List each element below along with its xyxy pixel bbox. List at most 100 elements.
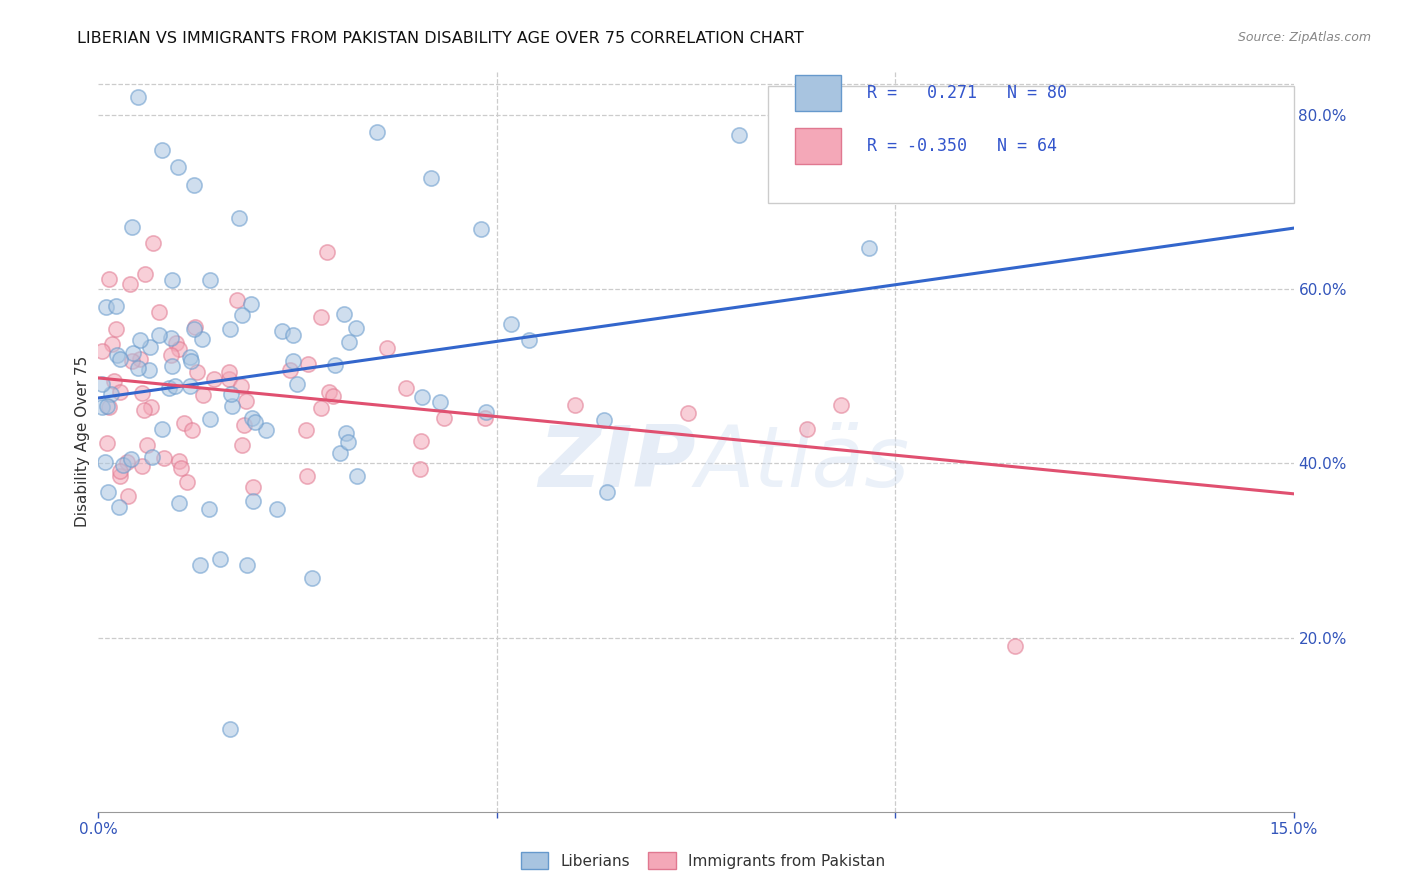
Point — [191, 332, 214, 346]
Point — [315, 245, 337, 260]
Point — [186, 365, 208, 379]
Point — [218, 322, 240, 336]
Text: R = -0.350   N = 64: R = -0.350 N = 64 — [868, 137, 1057, 155]
Point — [593, 413, 616, 427]
Point — [112, 458, 135, 472]
Point — [176, 475, 198, 489]
Point — [231, 379, 253, 393]
Point — [165, 379, 187, 393]
Point — [242, 493, 264, 508]
Point — [236, 558, 259, 572]
Point — [135, 438, 157, 452]
Point — [160, 359, 183, 373]
Point — [221, 387, 243, 401]
Point — [270, 324, 292, 338]
Point — [115, 455, 138, 469]
Point — [375, 341, 398, 355]
Point — [121, 354, 143, 368]
Point — [474, 411, 496, 425]
Point — [139, 340, 162, 354]
Point — [796, 422, 818, 436]
Legend: Liberians, Immigrants from Pakistan: Liberians, Immigrants from Pakistan — [515, 846, 891, 875]
Point — [208, 552, 231, 566]
Point — [564, 398, 586, 412]
Point — [337, 334, 360, 349]
Point — [228, 211, 250, 226]
Text: LIBERIAN VS IMMIGRANTS FROM PAKISTAN DISABILITY AGE OVER 75 CORRELATION CHART: LIBERIAN VS IMMIGRANTS FROM PAKISTAN DIS… — [77, 31, 804, 46]
Point — [165, 336, 187, 351]
Point — [142, 235, 165, 250]
Point — [470, 222, 492, 236]
Point — [179, 350, 201, 364]
Point — [141, 401, 163, 415]
Point — [138, 363, 160, 377]
Point — [429, 395, 451, 409]
Point — [311, 401, 333, 416]
Point — [122, 345, 145, 359]
Point — [858, 241, 880, 255]
Point — [329, 445, 352, 459]
Point — [332, 307, 354, 321]
Point — [226, 293, 249, 307]
Point — [301, 571, 323, 585]
Point — [118, 277, 141, 292]
Point — [127, 90, 149, 104]
Point — [105, 299, 128, 313]
Point — [218, 723, 240, 737]
Point — [595, 484, 617, 499]
Point — [409, 434, 432, 449]
Point — [173, 416, 195, 430]
Point — [91, 400, 114, 414]
Point — [233, 417, 256, 432]
Point — [100, 387, 122, 401]
Y-axis label: Disability Age Over 75: Disability Age Over 75 — [75, 356, 90, 527]
Point — [198, 412, 221, 426]
Point — [183, 178, 205, 192]
Point — [266, 502, 288, 516]
Point — [411, 391, 433, 405]
Point — [96, 399, 118, 413]
Point — [132, 403, 155, 417]
Point — [231, 309, 253, 323]
Point — [108, 385, 131, 400]
Point — [96, 435, 118, 450]
Point — [167, 160, 190, 174]
Point — [218, 372, 240, 386]
Point — [98, 272, 121, 286]
Point — [432, 410, 454, 425]
Point — [239, 297, 262, 311]
Point — [150, 143, 173, 157]
Point — [150, 422, 173, 436]
Point — [159, 348, 181, 362]
Point — [141, 450, 163, 464]
Point — [148, 305, 170, 319]
Point — [420, 170, 443, 185]
Point — [121, 220, 143, 235]
Point — [167, 496, 190, 510]
Text: ZIP: ZIP — [538, 422, 696, 505]
Point — [346, 469, 368, 483]
Point — [240, 411, 263, 425]
Point — [409, 462, 432, 476]
FancyBboxPatch shape — [796, 75, 841, 111]
Point — [727, 128, 749, 142]
Point — [100, 336, 122, 351]
Point — [131, 458, 153, 473]
Point — [131, 385, 153, 400]
Point — [235, 394, 257, 409]
Point — [295, 468, 318, 483]
Point — [676, 406, 699, 420]
Point — [94, 300, 117, 314]
Point — [221, 399, 243, 413]
Point — [218, 365, 240, 379]
Point — [97, 485, 120, 500]
Point — [180, 353, 202, 368]
Point — [519, 333, 541, 347]
Point — [243, 415, 266, 429]
Point — [366, 125, 388, 139]
Point — [281, 328, 304, 343]
Point — [157, 381, 180, 395]
Point — [120, 452, 142, 467]
Point — [193, 388, 215, 402]
Point — [475, 405, 498, 419]
